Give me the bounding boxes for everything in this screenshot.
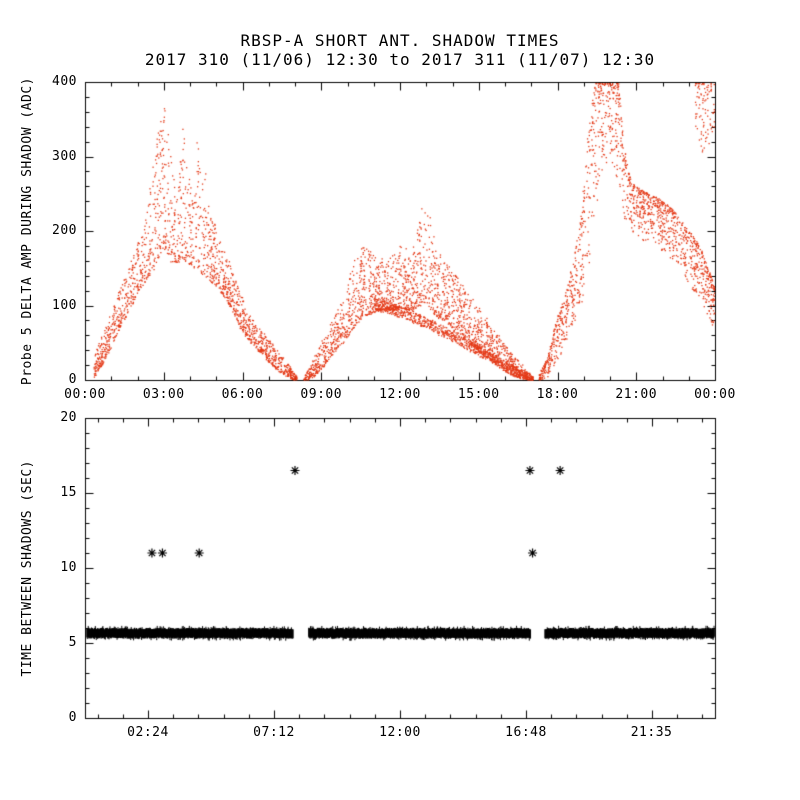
top-panel-x-tick-label: 00:00 bbox=[694, 387, 736, 402]
bottom-panel-x-tick-label: 21:35 bbox=[630, 725, 673, 740]
top-panel-y-tick-label: 400 bbox=[52, 74, 77, 89]
top-panel-x-tick-label: 06:00 bbox=[221, 387, 264, 402]
top-panel-y-tick-label: 100 bbox=[52, 297, 77, 313]
top-panel-y-tick-label: 300 bbox=[52, 148, 77, 164]
bottom-panel-y-tick-label: 20 bbox=[60, 410, 77, 425]
bottom-panel-y-tick-label: 10 bbox=[60, 560, 77, 575]
top-panel-y-tick-label: 200 bbox=[52, 223, 77, 238]
bottom-panel-y-tick-label: 5 bbox=[68, 635, 77, 650]
bottom-panel-x-tick-label: 02:24 bbox=[127, 725, 169, 740]
chart-title: RBSP-A SHORT ANT. SHADOW TIMES bbox=[240, 31, 560, 50]
bottom-panel-x-tick-label: 07:12 bbox=[253, 725, 295, 740]
top-panel-x-tick-label: 09:00 bbox=[300, 387, 343, 402]
chart-subtitle: 2017 310 (11/06) 12:30 to 2017 311 (11/0… bbox=[144, 50, 656, 69]
bottom-panel-y-tick-label: 0 bbox=[68, 710, 77, 725]
top-panel-y-tick-label: 0 bbox=[68, 372, 77, 387]
bottom-panel-x-tick-label: 12:00 bbox=[379, 725, 421, 740]
top-panel-x-tick-label: 00:00 bbox=[64, 387, 106, 402]
top-panel-x-tick-label: 21:00 bbox=[615, 387, 658, 402]
bottom-panel-x-tick-label: 16:48 bbox=[505, 725, 547, 740]
top-panel-x-tick-label: 03:00 bbox=[142, 387, 185, 402]
top-panel-x-tick-label: 12:00 bbox=[379, 387, 421, 402]
top-panel-x-tick-label: 18:00 bbox=[536, 387, 579, 402]
bottom-panel-y-tick-label: 15 bbox=[60, 485, 77, 500]
top-panel-x-tick-label: 15:00 bbox=[457, 387, 500, 402]
